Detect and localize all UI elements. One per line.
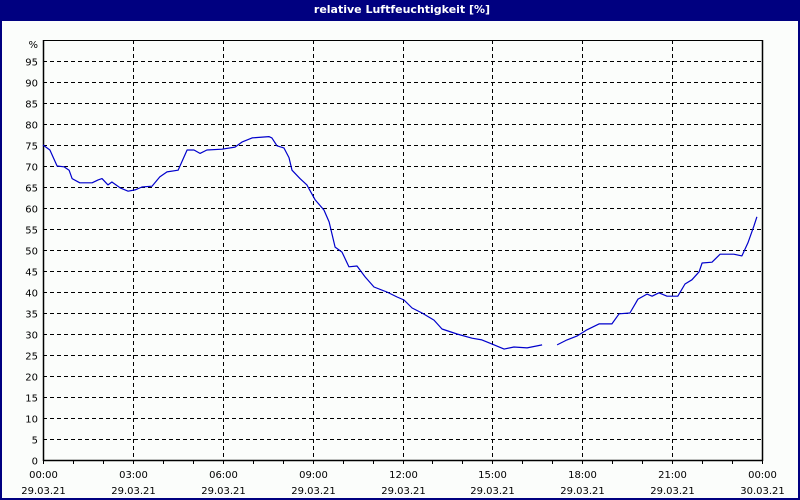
y-unit-label: % [28,40,38,51]
y-tick-label: 15 [25,394,38,405]
y-tick-label: 65 [25,184,38,195]
y-tick-label: 55 [25,226,38,237]
y-tick-label: 20 [25,373,38,384]
x-tick-time: 06:00 [209,470,238,481]
x-tick-date: 29.03.21 [470,486,515,497]
y-tick-label: 40 [25,289,38,300]
y-tick-label: 50 [25,247,38,258]
humidity-line [42,136,543,350]
x-tick-time: 18:00 [568,470,597,481]
x-tick-date: 29.03.21 [21,486,66,497]
x-tick-date: 29.03.21 [291,486,336,497]
y-tick-label: 70 [25,163,38,174]
x-tick-time: 00:00 [29,470,58,481]
y-tick-label: 80 [25,121,38,132]
axes [42,40,764,464]
x-tick-time: 12:00 [389,470,418,481]
y-tick-label: 75 [25,142,38,153]
y-tick-label: 85 [25,100,38,111]
x-tick-date: 29.03.21 [560,486,605,497]
x-tick-time: 03:00 [119,470,148,481]
y-tick-label: 30 [25,331,38,342]
x-axis-labels: 00:00 29.03.21 03:00 29.03.21 06:00 29.03.21 0… [21,470,785,497]
y-tick-label: 45 [25,268,38,279]
y-tick-label: 10 [25,415,38,426]
x-tick-time: 09:00 [299,470,328,481]
y-tick-label: 25 [25,352,38,363]
y-tick-label: 5 [32,436,38,447]
x-tick-time: 00:00 [748,470,777,481]
grid-lines [43,40,762,460]
chart-title: relative Luftfeuchtigkeit [%] [2,0,800,21]
x-tick-date: 29.03.21 [650,486,695,497]
x-tick-date: 30.03.21 [740,486,785,497]
data-series [42,136,758,350]
y-tick-label: 90 [25,79,38,90]
x-tick-date: 29.03.21 [381,486,426,497]
x-tick-date: 29.03.21 [111,486,156,497]
y-axis-labels: 0 5 10 15 20 25 30 35 40 45 50 55 60 65 70 75 80 85 90 95% [25,40,38,468]
y-tick-label: 60 [25,205,38,216]
x-tick-time: 15:00 [478,470,507,481]
x-tick-date: 29.03.21 [201,486,246,497]
y-tick-label: 35 [25,310,38,321]
y-tick-label: 95 [25,58,38,69]
y-tick-label: 0 [32,457,38,468]
x-tick-time: 21:00 [658,470,687,481]
humidity-line [556,216,758,346]
